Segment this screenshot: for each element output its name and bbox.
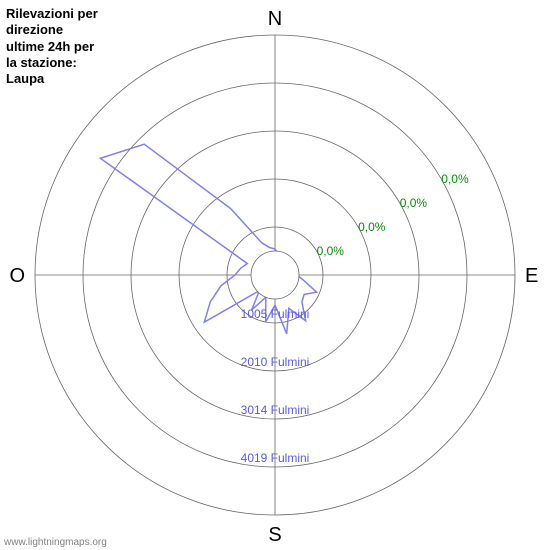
rose-polygon xyxy=(100,144,316,334)
footer-link: www.lightningmaps.org xyxy=(4,537,107,548)
compass-e: E xyxy=(525,265,538,287)
ring-label-green: 0,0% xyxy=(400,196,428,210)
ring-label-blue: 3014 Fulmini xyxy=(241,403,310,417)
compass-n: N xyxy=(268,8,282,30)
compass-s: S xyxy=(268,524,281,546)
ring-label-blue: 2010 Fulmini xyxy=(241,355,310,369)
ring-label-blue: 1005 Fulmini xyxy=(241,307,310,321)
ring-label-green: 0,0% xyxy=(441,172,469,186)
ring-label-green: 0,0% xyxy=(358,220,386,234)
polar-chart: N S E O 0,0% 0,0% 0,0% 0,0% 1005 Fulmini 2010 Ful… xyxy=(0,0,550,550)
ring-label-blue: 4019 Fulmini xyxy=(241,451,310,465)
inner-mask xyxy=(251,251,299,299)
compass-o: O xyxy=(9,265,25,287)
ring-label-green: 0,0% xyxy=(317,244,345,258)
